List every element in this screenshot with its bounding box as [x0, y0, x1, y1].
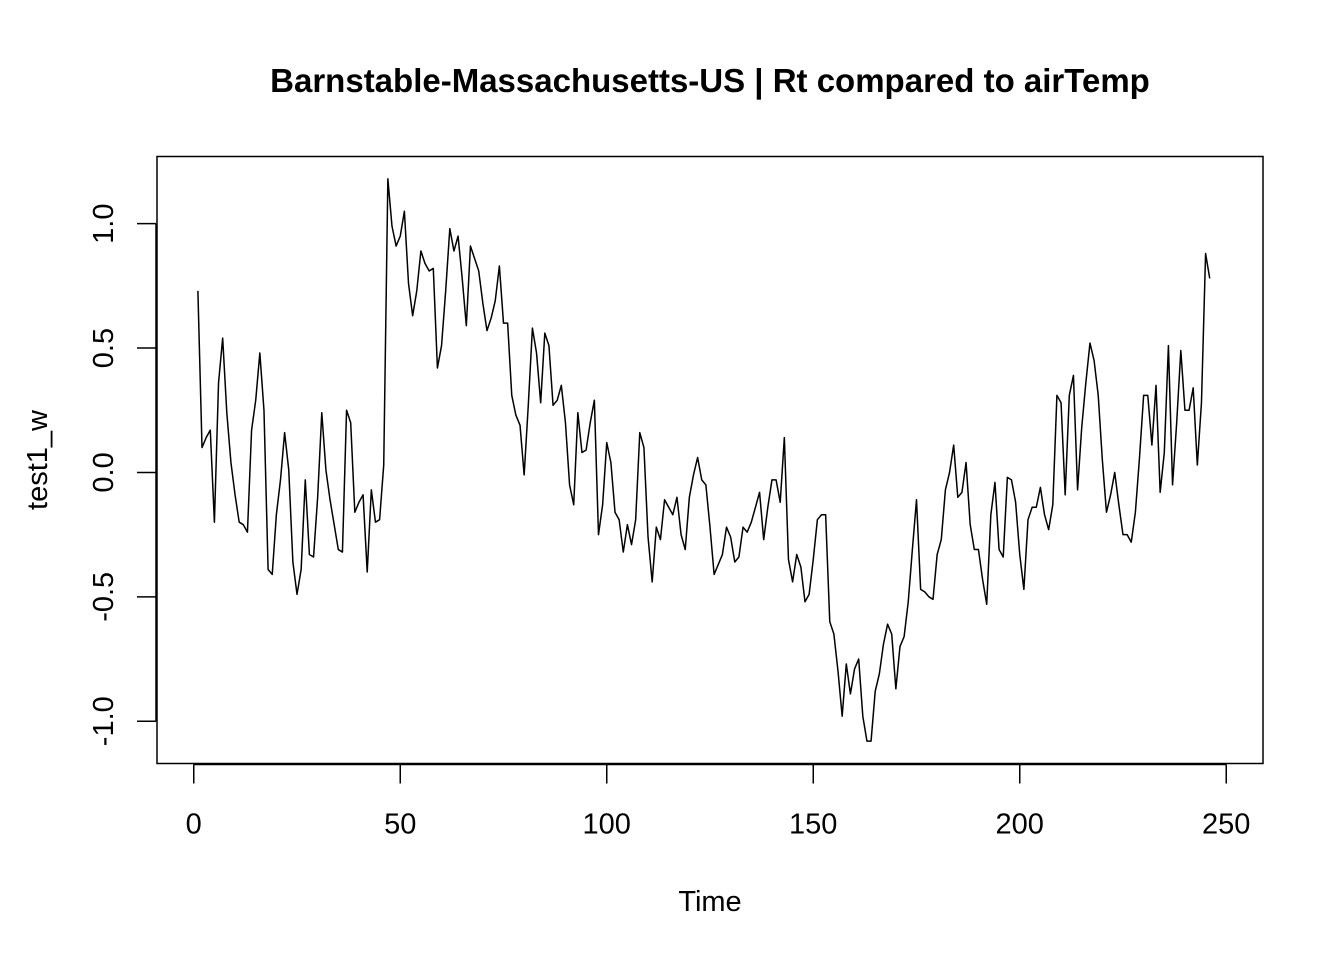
x-tick-label: 100: [583, 809, 631, 841]
x-axis: 0 50 100 150 200 250: [186, 763, 1250, 841]
x-tick-label: 200: [996, 809, 1044, 841]
y-tick-label: -0.5: [88, 572, 120, 622]
y-axis-label: test1_w: [22, 409, 54, 510]
x-tick-label: 250: [1202, 809, 1250, 841]
x-tick-label: 150: [789, 809, 837, 841]
series-line: [197, 178, 1211, 742]
y-axis: -1.0 -0.5 0.0 0.5 1.0: [88, 204, 157, 746]
y-tick-label: -1.0: [88, 696, 120, 746]
plot-frame: [156, 155, 1264, 765]
y-tick-label: 0.5: [88, 328, 120, 368]
x-tick-label: 0: [186, 809, 202, 841]
y-tick-label: 0.0: [88, 452, 120, 492]
x-tick-label: 50: [384, 809, 416, 841]
y-tick-label: 1.0: [88, 204, 120, 244]
chart-title: Barnstable-Massachusetts-US | Rt compare…: [270, 62, 1150, 99]
x-axis-label: Time: [678, 886, 741, 918]
